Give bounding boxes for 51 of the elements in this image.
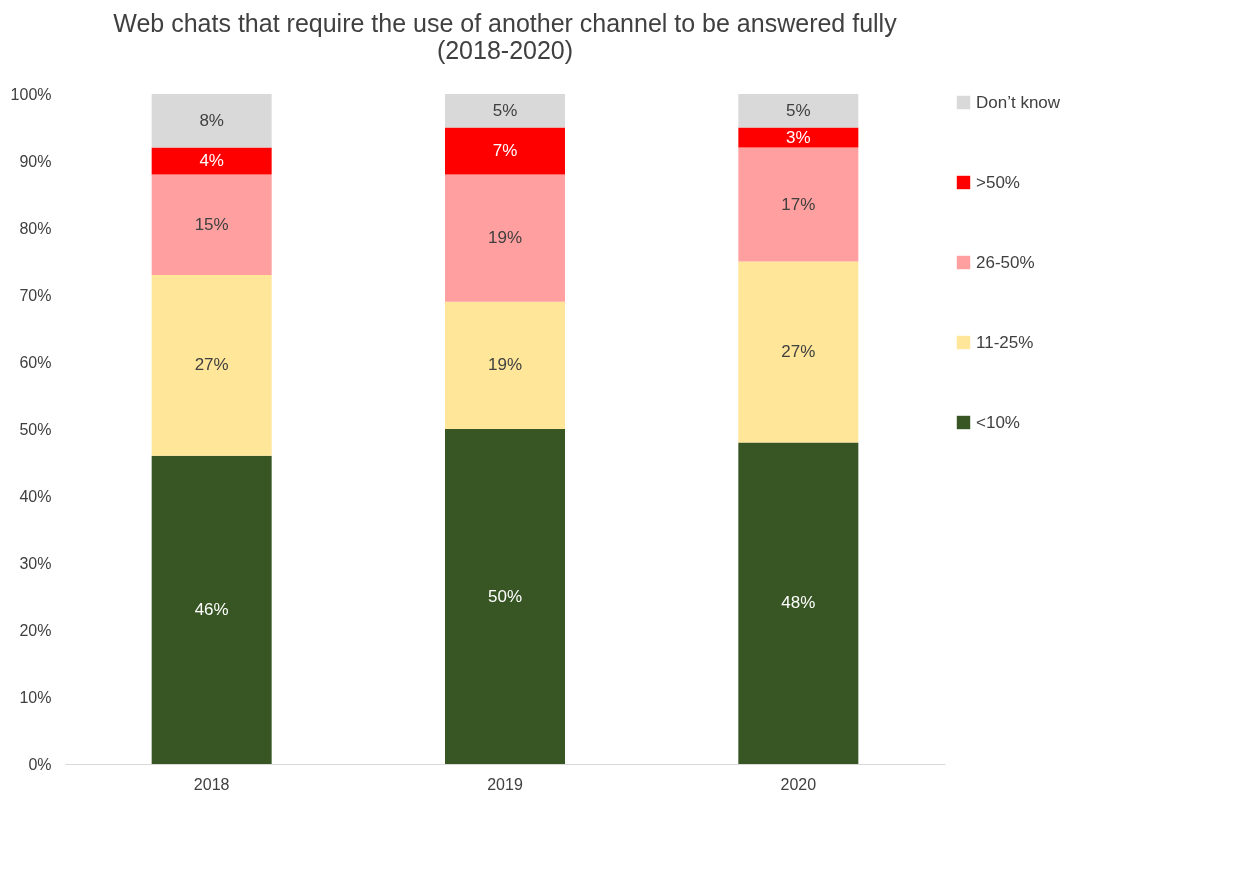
legend-label: Don’t know bbox=[976, 92, 1061, 112]
y-tick-label: 90% bbox=[19, 152, 52, 170]
data-label: 27% bbox=[194, 355, 229, 375]
data-label: 48% bbox=[781, 593, 816, 613]
bar bbox=[151, 274, 272, 456]
data-label: 19% bbox=[487, 355, 523, 375]
bar bbox=[738, 261, 859, 443]
x-tick-label: 2019 bbox=[487, 775, 523, 793]
data-label: 50% bbox=[487, 586, 523, 606]
data-label: 19% bbox=[487, 228, 523, 248]
y-tick-label: 40% bbox=[19, 487, 52, 505]
data-label: 46% bbox=[194, 599, 229, 619]
data-label: 5% bbox=[786, 100, 811, 120]
data-label: 4% bbox=[199, 151, 224, 170]
bar bbox=[445, 429, 565, 764]
bar bbox=[738, 94, 859, 128]
x-tick-label: 2020 bbox=[780, 775, 817, 793]
bar bbox=[445, 127, 565, 175]
bar bbox=[738, 127, 859, 148]
data-label: 8% bbox=[199, 110, 224, 130]
bar bbox=[738, 147, 859, 262]
legend-label: 26-50% bbox=[976, 252, 1035, 272]
data-label: 27% bbox=[781, 341, 816, 361]
y-tick-label: 20% bbox=[19, 621, 52, 639]
y-tick-label: 60% bbox=[19, 353, 52, 371]
data-label: 15% bbox=[194, 214, 229, 234]
y-tick-label: 30% bbox=[19, 554, 52, 572]
legend-label: <10% bbox=[976, 412, 1020, 432]
bar bbox=[151, 147, 272, 175]
bar bbox=[445, 94, 565, 128]
bar bbox=[151, 174, 272, 275]
bar bbox=[151, 94, 272, 148]
bar bbox=[151, 455, 272, 764]
bar bbox=[445, 174, 565, 302]
y-tick-label: 10% bbox=[19, 688, 52, 706]
text: (2018-2020) bbox=[436, 36, 574, 64]
bar bbox=[738, 442, 859, 764]
y-tick-label: 100% bbox=[10, 85, 52, 103]
y-tick-label: 0% bbox=[28, 755, 52, 773]
y-tick-label: 50% bbox=[19, 420, 52, 438]
data-label: 3% bbox=[786, 127, 811, 147]
bar bbox=[445, 301, 565, 429]
text: Web chats that require the use of another channel to be answered fully bbox=[113, 9, 897, 37]
y-tick-label: 80% bbox=[19, 219, 52, 237]
y-tick-label: 70% bbox=[19, 286, 52, 304]
data-label: 5% bbox=[492, 100, 518, 120]
legend-label: 11-25% bbox=[976, 332, 1034, 352]
legend-label: >50% bbox=[976, 172, 1020, 192]
data-label: 17% bbox=[781, 194, 816, 214]
x-tick-label: 2018 bbox=[193, 775, 230, 793]
data-label: 7% bbox=[492, 140, 518, 160]
